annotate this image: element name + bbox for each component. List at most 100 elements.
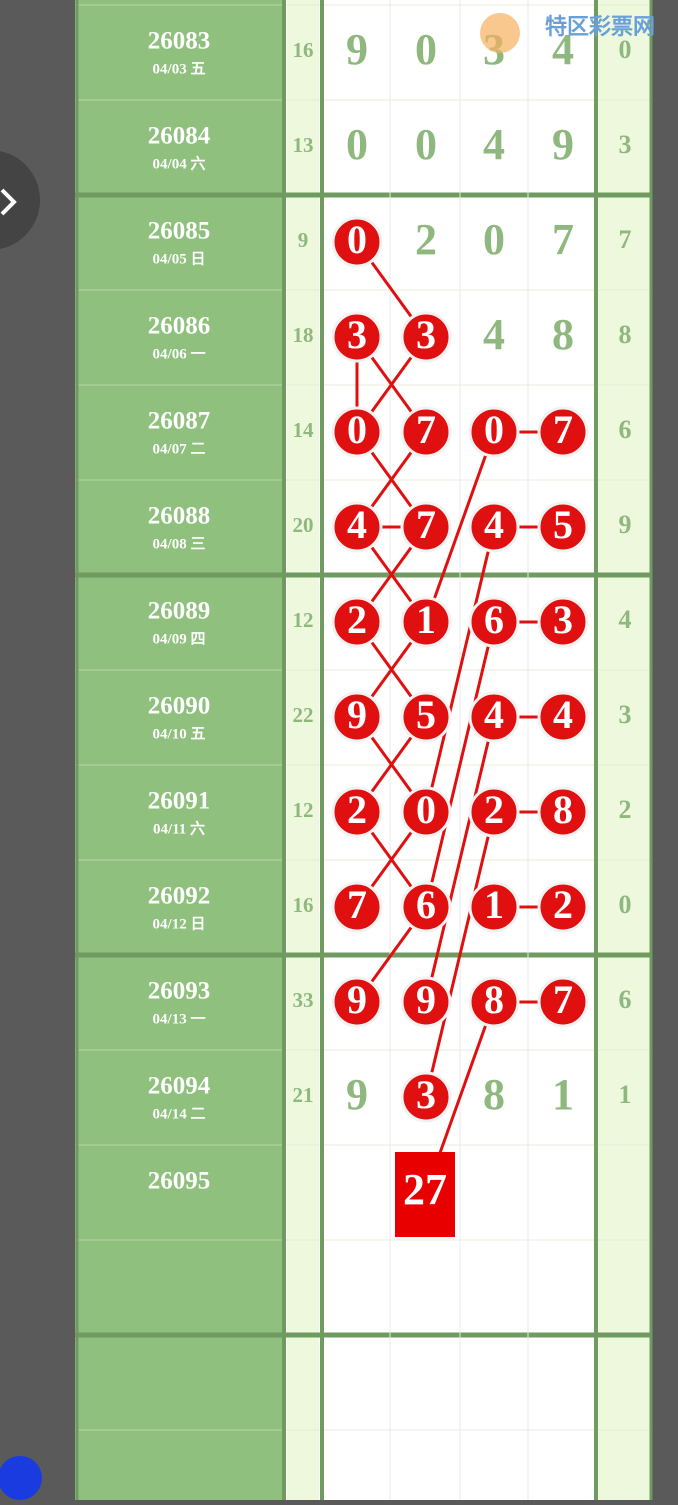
ball — [400, 881, 452, 933]
tail: 3 — [619, 130, 632, 159]
ball — [400, 1071, 452, 1123]
date: 04/10 五 — [153, 726, 206, 742]
digit: 4 — [484, 502, 504, 547]
digit: 4 — [483, 310, 505, 359]
tail: 6 — [619, 985, 632, 1014]
sum: 18 — [293, 323, 314, 347]
link-line — [424, 716, 496, 1003]
ball — [331, 311, 383, 363]
issue: 26094 — [148, 1073, 211, 1100]
tail: 0 — [619, 35, 632, 64]
issue: 26087 — [148, 408, 211, 435]
tail: 4 — [619, 605, 632, 634]
date: 04/06 一 — [153, 346, 206, 362]
logo-icon — [480, 13, 520, 53]
digit: 7 — [347, 882, 367, 927]
tail: 8 — [619, 320, 632, 349]
date: 04/03 五 — [153, 61, 206, 77]
link-line — [424, 621, 496, 908]
issue: 26092 — [148, 883, 211, 910]
digit: 4 — [552, 25, 574, 74]
tail: 7 — [619, 225, 632, 254]
digit: 0 — [484, 407, 504, 452]
digit: 3 — [416, 1072, 436, 1117]
date: 04/08 三 — [153, 536, 206, 552]
digit: 9 — [347, 692, 367, 737]
issue: 26091 — [148, 788, 211, 815]
logo: 特区彩票网 — [545, 14, 655, 40]
digit: 0 — [416, 787, 436, 832]
issue: 26084 — [148, 123, 211, 150]
ball — [400, 406, 452, 458]
ball — [468, 786, 520, 838]
sum: 12 — [293, 798, 314, 822]
issue: 26095 — [148, 1168, 211, 1195]
ball — [537, 406, 589, 458]
digit: 9 — [346, 1070, 368, 1119]
tail-column — [598, 0, 650, 1500]
issue: 26086 — [148, 313, 211, 340]
ball — [331, 501, 383, 553]
digit: 3 — [416, 312, 436, 357]
ball — [331, 881, 383, 933]
digit: 2 — [553, 882, 573, 927]
sum: 16 — [293, 38, 314, 62]
date: 04/14 二 — [153, 1106, 206, 1122]
ball — [537, 786, 589, 838]
digit: 5 — [416, 692, 436, 737]
link-line — [424, 526, 496, 813]
ball — [537, 691, 589, 743]
ball — [331, 596, 383, 648]
ball — [400, 311, 452, 363]
digit: 2 — [484, 787, 504, 832]
ball — [400, 596, 452, 648]
digit: 4 — [553, 692, 573, 737]
digit: 9 — [552, 120, 574, 169]
tail: 1 — [619, 1080, 632, 1109]
digit: 7 — [553, 977, 573, 1022]
ball — [400, 976, 452, 1028]
ball — [537, 501, 589, 553]
digit: 4 — [347, 502, 367, 547]
digit: 6 — [416, 882, 436, 927]
sum: 14 — [293, 418, 315, 442]
digit: 9 — [416, 977, 436, 1022]
ball — [537, 881, 589, 933]
date: 04/13 一 — [153, 1011, 206, 1027]
tail: 9 — [619, 510, 632, 539]
digit: 9 — [347, 977, 367, 1022]
digit: 8 — [483, 1070, 505, 1119]
digit: 2 — [415, 215, 437, 264]
digit: 8 — [484, 977, 504, 1022]
side-button[interactable] — [0, 150, 40, 250]
ball — [400, 501, 452, 553]
ball — [468, 596, 520, 648]
digit: 9 — [346, 25, 368, 74]
prediction: 27 — [403, 1165, 447, 1214]
issue: 26088 — [148, 503, 211, 530]
sum: 22 — [293, 703, 314, 727]
date: 04/04 六 — [153, 154, 206, 172]
ball — [537, 976, 589, 1028]
ball — [331, 406, 383, 458]
digit: 7 — [552, 215, 574, 264]
ball — [331, 976, 383, 1028]
sum: 33 — [293, 988, 314, 1012]
ball — [468, 976, 520, 1028]
refresh-button[interactable] — [0, 1456, 42, 1500]
ball — [468, 406, 520, 458]
digit: 7 — [416, 502, 436, 547]
ball — [331, 216, 383, 268]
digit: 1 — [552, 1070, 574, 1119]
sum: 20 — [293, 513, 314, 537]
issue: 26089 — [148, 598, 211, 625]
link-line — [424, 811, 496, 1098]
digit: 0 — [346, 120, 368, 169]
digit: 7 — [416, 407, 436, 452]
digit: 8 — [552, 310, 574, 359]
ball — [331, 691, 383, 743]
ball — [468, 691, 520, 743]
digit: 4 — [483, 120, 505, 169]
